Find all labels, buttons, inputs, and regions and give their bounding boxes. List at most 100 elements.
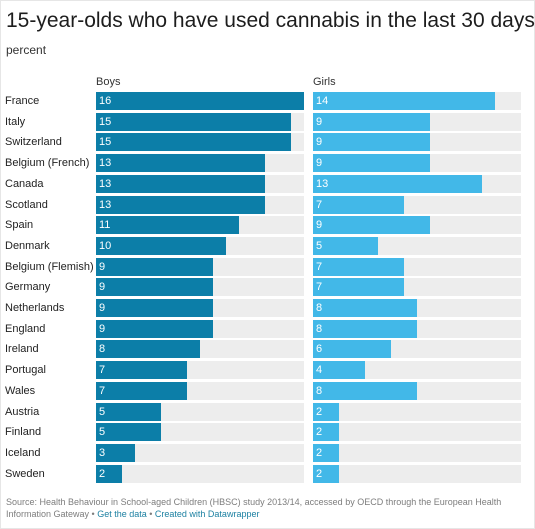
category-label: France [5, 95, 40, 107]
girls-bar [313, 278, 404, 296]
girls-bar [313, 216, 430, 234]
girls-bar [313, 423, 339, 441]
girls-bar [313, 340, 391, 358]
boys-value-label: 16 [99, 95, 112, 107]
separator: • [146, 509, 155, 519]
separator: • [89, 509, 98, 519]
category-label: Wales [5, 385, 36, 397]
girls-value-label: 7 [316, 281, 323, 293]
girls-bar-track [313, 361, 521, 379]
boys-bar [96, 92, 304, 110]
boys-value-label: 13 [99, 178, 112, 190]
boys-value-label: 11 [99, 219, 111, 231]
girls-value-label: 2 [316, 406, 323, 418]
girls-value-label: 5 [316, 240, 323, 252]
category-label: Portugal [5, 364, 46, 376]
boys-bar [96, 403, 161, 421]
boys-value-label: 7 [99, 385, 106, 397]
boys-value-label: 15 [99, 136, 112, 148]
category-label: Italy [5, 116, 26, 128]
boys-bar [96, 465, 122, 483]
category-label: Scotland [5, 199, 48, 211]
boys-bar [96, 133, 291, 151]
girls-value-label: 4 [316, 364, 323, 376]
category-label: Switzerland [5, 136, 62, 148]
boys-value-label: 13 [99, 199, 112, 211]
girls-bar [313, 237, 378, 255]
boys-bar [96, 196, 265, 214]
boys-value-label: 5 [99, 406, 106, 418]
source-text: Source: Health Behaviour in School-aged … [6, 497, 502, 519]
category-label: Netherlands [5, 302, 65, 314]
girls-bar [313, 361, 365, 379]
category-label: Spain [5, 219, 34, 231]
boys-bar [96, 340, 200, 358]
boys-bar-track [96, 444, 304, 462]
girls-bar [313, 299, 417, 317]
boys-value-label: 13 [99, 157, 112, 169]
category-label: Belgium (Flemish) [5, 261, 94, 273]
boys-bar [96, 361, 187, 379]
chart-title: 15-year-olds who have used cannabis in t… [6, 9, 535, 32]
girls-value-label: 6 [316, 343, 323, 355]
boys-value-label: 5 [99, 426, 106, 438]
boys-value-label: 9 [99, 302, 106, 314]
boys-value-label: 7 [99, 364, 106, 376]
datawrapper-link[interactable]: Created with Datawrapper [154, 509, 260, 519]
girls-bar [313, 154, 430, 172]
category-label: Iceland [5, 447, 41, 459]
girls-value-label: 9 [316, 136, 323, 148]
boys-value-label: 15 [99, 116, 112, 128]
girls-bar [313, 444, 339, 462]
girls-bar-track [313, 403, 521, 421]
boys-bar [96, 423, 161, 441]
girls-value-label: 9 [316, 116, 323, 128]
girls-value-label: 8 [316, 323, 323, 335]
boys-bar [96, 278, 213, 296]
girls-value-label: 2 [316, 468, 323, 480]
girls-value-label: 2 [316, 447, 323, 459]
boys-value-label: 9 [99, 281, 106, 293]
girls-bar-track [313, 444, 521, 462]
girls-value-label: 7 [316, 261, 323, 273]
boys-bar [96, 320, 213, 338]
girls-bar [313, 382, 417, 400]
category-label: Sweden [5, 468, 45, 480]
girls-value-label: 7 [316, 199, 323, 211]
category-label: Austria [5, 406, 40, 418]
boys-bar-track [96, 465, 304, 483]
boys-bar [96, 299, 213, 317]
girls-bar [313, 258, 404, 276]
boys-value-label: 3 [99, 447, 106, 459]
get-data-link[interactable]: Get the data [97, 509, 147, 519]
boys-column-header: Boys [96, 76, 121, 88]
girls-value-label: 2 [316, 426, 323, 438]
boys-bar [96, 444, 135, 462]
girls-value-label: 8 [316, 302, 323, 314]
boys-value-label: 9 [99, 323, 106, 335]
girls-bar [313, 465, 339, 483]
girls-bar [313, 175, 482, 193]
boys-bar [96, 237, 226, 255]
boys-value-label: 2 [99, 468, 106, 480]
boys-bar [96, 154, 265, 172]
category-label: England [5, 323, 46, 335]
category-label: Ireland [5, 343, 39, 355]
category-label: Finland [5, 426, 42, 438]
category-label: Denmark [5, 240, 50, 252]
girls-value-label: 13 [316, 178, 329, 190]
chart-subtitle: percent [6, 43, 47, 57]
girls-bar [313, 92, 495, 110]
boys-value-label: 8 [99, 343, 106, 355]
category-label: Canada [5, 178, 44, 190]
girls-value-label: 9 [316, 219, 323, 231]
girls-bar-track [313, 423, 521, 441]
category-label: Belgium (French) [5, 157, 90, 169]
boys-bar [96, 113, 291, 131]
girls-bar [313, 196, 404, 214]
boys-bar [96, 175, 265, 193]
girls-bar-track [313, 465, 521, 483]
category-label: Germany [5, 281, 51, 293]
girls-column-header: Girls [313, 76, 336, 88]
boys-value-label: 9 [99, 261, 106, 273]
